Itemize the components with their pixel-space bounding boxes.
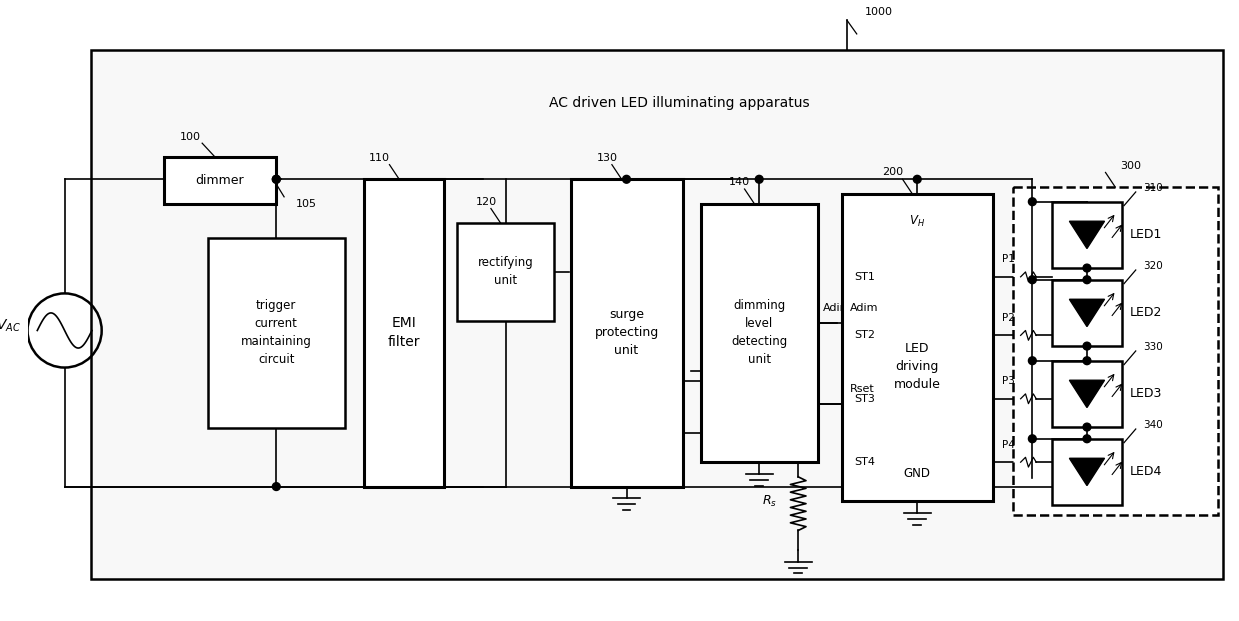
Bar	[1012, 187, 1218, 515]
Circle shape	[273, 175, 280, 183]
Text: ST4: ST4	[854, 457, 875, 467]
Text: P2: P2	[1002, 313, 1016, 323]
Bar	[208, 238, 344, 428]
Circle shape	[273, 175, 280, 183]
Text: Adim: Adim	[823, 303, 851, 313]
Text: LED3: LED3	[1130, 388, 1162, 401]
Text: rectifying
unit: rectifying unit	[478, 256, 534, 288]
Text: AC driven LED illuminating apparatus: AC driven LED illuminating apparatus	[549, 96, 810, 110]
Text: $R_s$: $R_s$	[762, 494, 777, 509]
Bar	[364, 179, 444, 487]
Text: surge
protecting
unit: surge protecting unit	[595, 308, 659, 357]
Circle shape	[1083, 423, 1090, 431]
Text: LED2: LED2	[1130, 306, 1162, 319]
Bar	[90, 50, 1223, 579]
Bar	[701, 204, 818, 462]
Circle shape	[1083, 357, 1090, 365]
Text: ST1: ST1	[854, 272, 875, 282]
Text: ST3: ST3	[854, 394, 875, 404]
Circle shape	[1083, 264, 1090, 272]
Text: 100: 100	[180, 132, 201, 142]
Text: 340: 340	[1144, 420, 1163, 430]
Bar	[571, 179, 683, 487]
Circle shape	[1083, 276, 1090, 284]
Text: LED1: LED1	[1130, 229, 1162, 242]
Bar	[1052, 279, 1123, 346]
Bar	[1052, 361, 1123, 427]
Text: EMI
filter: EMI filter	[388, 315, 420, 349]
Text: Rset: Rset	[850, 384, 875, 394]
Circle shape	[1083, 435, 1090, 443]
Text: dimming
level
detecting
unit: dimming level detecting unit	[731, 299, 787, 366]
Bar	[457, 223, 554, 320]
Text: 310: 310	[1144, 183, 1163, 193]
Bar	[1052, 202, 1123, 268]
Text: 140: 140	[729, 177, 751, 187]
Text: Adim: Adim	[850, 303, 878, 313]
Polygon shape	[1069, 299, 1104, 327]
Text: P4: P4	[1002, 440, 1016, 450]
Text: 200: 200	[882, 168, 903, 178]
Circle shape	[913, 175, 921, 183]
Text: $V_H$: $V_H$	[909, 214, 926, 229]
Circle shape	[1028, 198, 1036, 206]
Circle shape	[273, 483, 280, 491]
Polygon shape	[1069, 458, 1104, 486]
Text: 130: 130	[596, 153, 617, 163]
Text: trigger
current
maintaining
circuit: trigger current maintaining circuit	[240, 299, 312, 366]
Text: 1000: 1000	[865, 7, 892, 17]
Text: $\mathit{V}_{AC}$: $\mathit{V}_{AC}$	[0, 317, 21, 334]
Text: dimmer: dimmer	[196, 174, 244, 187]
Bar	[164, 157, 276, 204]
Text: LED4: LED4	[1130, 465, 1162, 478]
Text: LED
driving
module: LED driving module	[893, 342, 940, 391]
Bar	[1052, 439, 1123, 505]
Circle shape	[623, 175, 631, 183]
Polygon shape	[1069, 221, 1104, 248]
Text: 330: 330	[1144, 342, 1163, 352]
Circle shape	[1028, 276, 1036, 284]
Text: ST2: ST2	[854, 330, 875, 340]
Text: 110: 110	[369, 153, 390, 163]
Text: P3: P3	[1002, 376, 1016, 386]
Circle shape	[1028, 435, 1036, 443]
Circle shape	[1028, 357, 1036, 365]
Text: 300: 300	[1120, 161, 1141, 171]
Circle shape	[1083, 342, 1090, 350]
Text: GND: GND	[903, 468, 930, 481]
Text: 105: 105	[296, 199, 317, 209]
Bar	[843, 194, 994, 501]
Text: 320: 320	[1144, 261, 1163, 271]
Text: P1: P1	[1002, 254, 1016, 265]
Circle shape	[756, 175, 763, 183]
Polygon shape	[1069, 380, 1104, 407]
Text: 120: 120	[476, 197, 497, 207]
